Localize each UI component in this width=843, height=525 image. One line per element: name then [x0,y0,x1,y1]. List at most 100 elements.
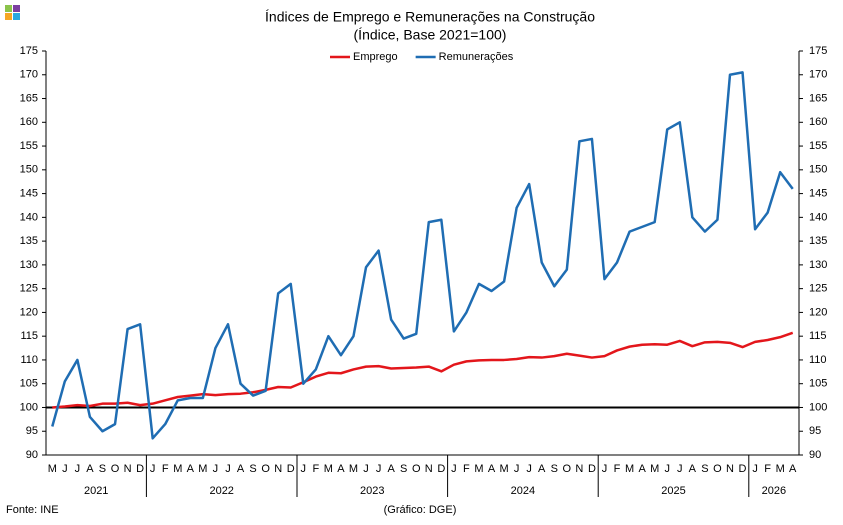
x-tick-label: N [124,463,132,475]
x-tick-label: F [614,463,621,475]
y2-tick-label: 145 [809,187,827,199]
y-tick-label: 120 [20,306,38,318]
x-tick-label: O [261,463,270,475]
y2-tick-label: 100 [809,401,827,413]
y-tick-label: 135 [20,235,38,247]
x-tick-label: O [412,463,421,475]
x-tick-label: J [376,463,382,475]
x-tick-label: A [337,463,345,475]
series-line [52,331,794,409]
x-tick-label: M [324,463,333,475]
year-label: 2022 [209,485,233,497]
y-tick-label: 105 [20,378,38,390]
y2-tick-label: 155 [809,140,827,152]
y-tick-label: 160 [20,116,38,128]
year-label: 2024 [511,485,535,497]
x-tick-label: M [625,463,634,475]
x-tick-label: J [301,463,307,475]
y-tick-label: 165 [20,92,38,104]
x-tick-label: J [213,463,219,475]
y-tick-label: 175 [20,45,38,57]
credit: (Gráfico: DGE) [384,504,457,516]
x-tick-label: D [588,463,596,475]
x-tick-label: S [99,463,106,475]
x-tick-label: A [488,463,496,475]
x-tick-label: A [187,463,195,475]
x-tick-label: N [274,463,282,475]
x-tick-label: J [62,463,68,475]
y2-tick-label: 135 [809,235,827,247]
y-tick-label: 170 [20,69,38,81]
x-tick-label: A [638,463,646,475]
x-tick-label: M [198,463,207,475]
y2-tick-label: 125 [809,283,827,295]
y2-tick-label: 115 [809,330,827,342]
y-tick-label: 100 [20,401,38,413]
x-tick-label: M [474,463,483,475]
y-tick-label: 150 [20,164,38,176]
x-tick-label: A [689,463,697,475]
y-tick-label: 110 [20,354,38,366]
y-tick-label: 95 [26,425,38,437]
y2-tick-label: 130 [809,259,827,271]
x-tick-label: J [602,463,608,475]
y-tick-label: 155 [20,140,38,152]
x-tick-label: F [162,463,169,475]
x-tick-label: J [363,463,369,475]
x-tick-label: A [86,463,94,475]
x-tick-label: J [514,463,520,475]
y2-tick-label: 90 [809,449,821,461]
y2-tick-label: 170 [809,69,827,81]
x-tick-label: N [575,463,583,475]
year-label: 2021 [84,485,108,497]
x-tick-label: D [437,463,445,475]
logo [5,5,20,20]
x-tick-label: M [499,463,508,475]
x-tick-label: O [713,463,722,475]
y-tick-label: 90 [26,449,38,461]
x-tick-label: J [752,463,758,475]
chart-title: Índices de Emprego e Remunerações na Con… [265,9,595,25]
y2-tick-label: 120 [809,306,827,318]
x-tick-label: J [150,463,156,475]
year-label: 2023 [360,485,384,497]
year-label: 2025 [661,485,685,497]
y2-tick-label: 95 [809,425,821,437]
x-tick-label: J [526,463,532,475]
y-tick-label: 145 [20,187,38,199]
year-label: 2026 [762,485,786,497]
y-tick-label: 115 [20,330,38,342]
x-tick-label: M [349,463,358,475]
x-tick-label: S [249,463,256,475]
x-tick-label: M [776,463,785,475]
x-tick-label: M [173,463,182,475]
chart-subtitle: (Índice, Base 2021=100) [354,27,507,43]
x-tick-label: A [387,463,395,475]
x-tick-label: J [225,463,231,475]
y2-tick-label: 175 [809,45,827,57]
legend-label: Emprego [353,51,398,63]
x-tick-label: F [312,463,319,475]
x-tick-label: O [111,463,120,475]
y2-tick-label: 105 [809,378,827,390]
source: Fonte: INE [6,504,59,516]
y-tick-label: 125 [20,283,38,295]
x-tick-label: A [789,463,797,475]
x-tick-label: F [463,463,470,475]
x-tick-label: D [287,463,295,475]
x-tick-label: M [650,463,659,475]
y-tick-label: 130 [20,259,38,271]
x-tick-label: D [739,463,747,475]
legend-label: Remunerações [439,51,514,63]
x-tick-label: J [677,463,683,475]
x-tick-label: S [701,463,708,475]
y2-tick-label: 140 [809,211,827,223]
x-tick-label: A [237,463,245,475]
x-tick-label: J [664,463,670,475]
y2-tick-label: 150 [809,164,827,176]
x-tick-label: N [425,463,433,475]
x-tick-label: S [400,463,407,475]
x-tick-label: F [764,463,771,475]
y2-tick-label: 165 [809,92,827,104]
